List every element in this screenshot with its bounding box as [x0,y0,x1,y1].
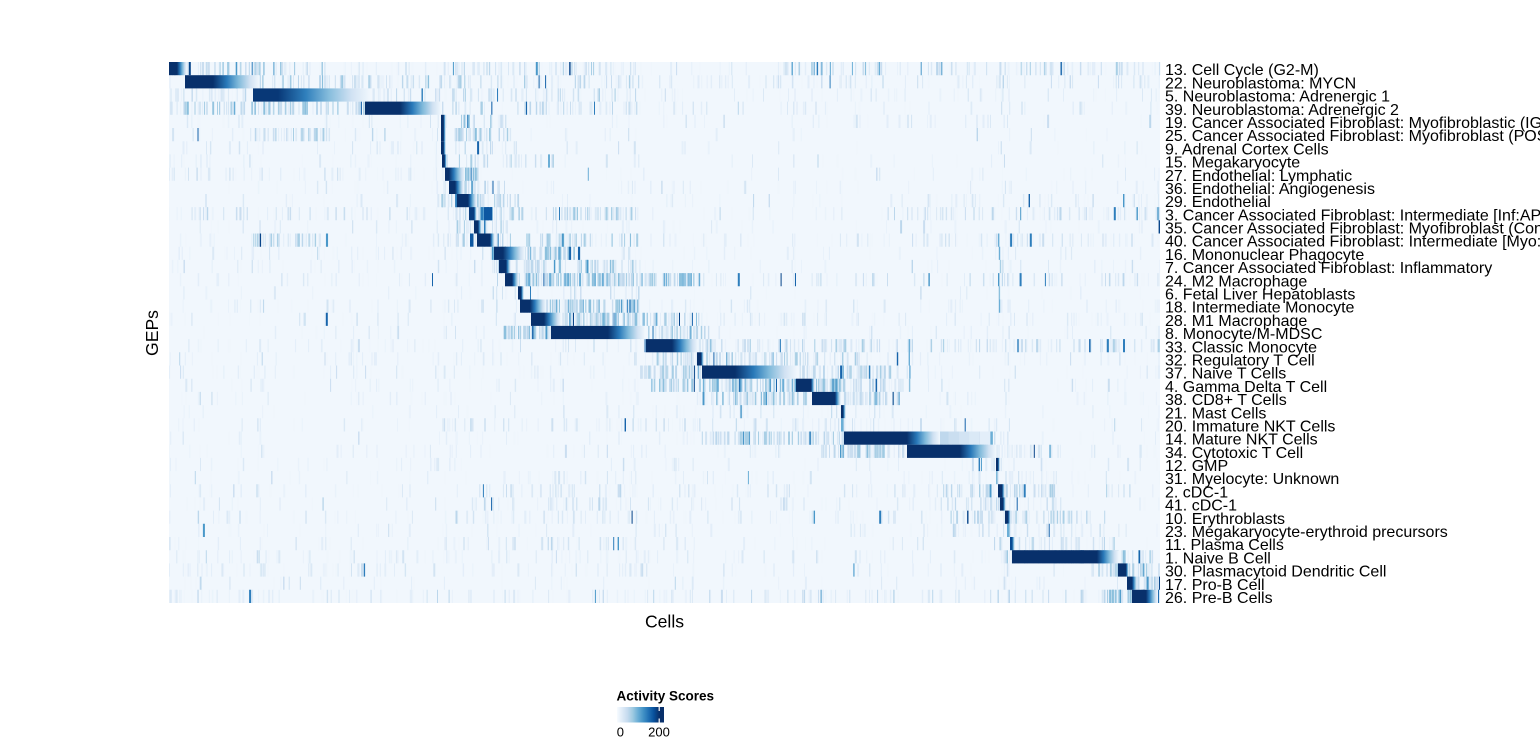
svg-text:12. GMP: 12. GMP [1165,458,1228,475]
svg-text:4. Gamma Delta T Cell: 4. Gamma Delta T Cell [1165,379,1327,396]
svg-text:33. Classic Monocyte: 33. Classic Monocyte [1165,339,1317,356]
svg-text:26. Pre-B Cells: 26. Pre-B Cells [1165,590,1273,607]
svg-text:19. Cancer Associated Fibrobla: 19. Cancer Associated Fibroblast: Myofib… [1165,115,1540,132]
svg-text:28. M1 Macrophage: 28. M1 Macrophage [1165,313,1307,330]
svg-text:6. Fetal Liver Hepatoblasts: 6. Fetal Liver Hepatoblasts [1165,287,1355,304]
svg-text:22. Neuroblastoma: MYCN: 22. Neuroblastoma: MYCN [1165,75,1356,92]
svg-text:35. Cancer Associated Fibrobla: 35. Cancer Associated Fibroblast: Myofib… [1165,221,1540,238]
svg-text:34. Cytotoxic T Cell: 34. Cytotoxic T Cell [1165,445,1303,462]
svg-text:9. Adrenal Cortex Cells: 9. Adrenal Cortex Cells [1165,141,1329,158]
svg-text:36. Endothelial: Angiogenesis: 36. Endothelial: Angiogenesis [1165,181,1375,198]
svg-text:Cells: Cells [645,612,684,632]
svg-text:37. Naive T Cells: 37. Naive T Cells [1165,366,1286,383]
svg-text:27. Endothelial: Lymphatic: 27. Endothelial: Lymphatic [1165,168,1352,185]
svg-text:25. Cancer Associated Fibrobla: 25. Cancer Associated Fibroblast: Myofib… [1165,128,1540,145]
svg-text:24. M2 Macrophage: 24. M2 Macrophage [1165,273,1307,290]
svg-text:20. Immature NKT Cells: 20. Immature NKT Cells [1165,419,1335,436]
svg-text:23. Megakaryocyte-erythroid pr: 23. Megakaryocyte-erythroid precursors [1165,524,1448,541]
svg-text:41. cDC-1: 41. cDC-1 [1165,498,1237,515]
svg-text:Activity Scores: Activity Scores [617,689,715,704]
svg-text:31. Myelocyte: Unknown: 31. Myelocyte: Unknown [1165,471,1339,488]
svg-text:32. Regulatory T Cell: 32. Regulatory T Cell [1165,353,1315,370]
svg-text:40. Cancer Associated Fibrobla: 40. Cancer Associated Fibroblast: Interm… [1165,234,1540,251]
svg-text:7. Cancer Associated Fibroblas: 7. Cancer Associated Fibroblast: Inflamm… [1165,260,1492,277]
svg-text:8. Monocyte/M-MDSC: 8. Monocyte/M-MDSC [1165,326,1322,343]
svg-text:38. CD8+ T Cells: 38. CD8+ T Cells [1165,392,1287,409]
svg-text:GEPs: GEPs [142,310,162,356]
svg-text:10. Erythroblasts: 10. Erythroblasts [1165,511,1285,528]
svg-text:11. Plasma Cells: 11. Plasma Cells [1165,537,1284,554]
svg-text:29. Endothelial: 29. Endothelial [1165,194,1271,211]
svg-text:16. Mononuclear Phagocyte: 16. Mononuclear Phagocyte [1165,247,1364,264]
svg-text:15. Megakaryocyte: 15. Megakaryocyte [1165,155,1300,172]
svg-text:18. Intermediate Monocyte: 18. Intermediate Monocyte [1165,300,1355,317]
svg-text:13. Cell Cycle (G2-M): 13. Cell Cycle (G2-M) [1165,62,1319,79]
svg-text:14. Mature NKT Cells: 14. Mature NKT Cells [1165,432,1318,449]
svg-text:0: 0 [617,724,624,739]
svg-text:3. Cancer Associated Fibroblas: 3. Cancer Associated Fibroblast: Interme… [1165,207,1540,224]
svg-text:21. Mast Cells: 21. Mast Cells [1165,405,1266,422]
svg-text:17. Pro-B Cell: 17. Pro-B Cell [1165,577,1265,594]
svg-text:200: 200 [648,724,670,739]
svg-text:39. Neuroblastoma: Adrenergic: 39. Neuroblastoma: Adrenergic 2 [1165,102,1399,119]
svg-text:30. Plasmacytoid Dendritic Cel: 30. Plasmacytoid Dendritic Cell [1165,564,1386,581]
svg-text:2. cDC-1: 2. cDC-1 [1165,484,1228,501]
svg-text:5. Neuroblastoma: Adrenergic 1: 5. Neuroblastoma: Adrenergic 1 [1165,89,1390,106]
svg-text:1. Naive B Cell: 1. Naive B Cell [1165,550,1271,567]
